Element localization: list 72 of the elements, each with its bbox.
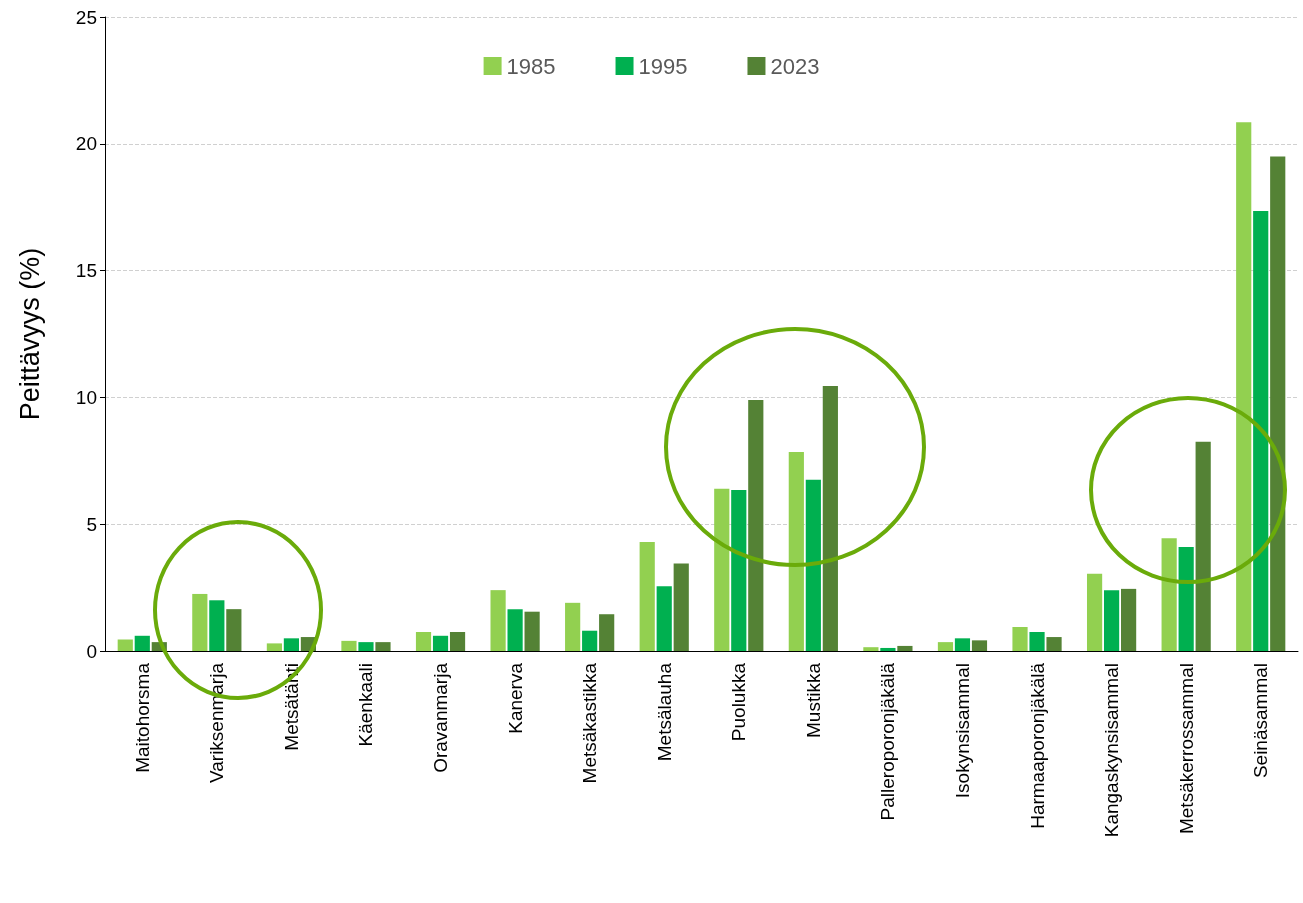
- y-axis-title: Peittävyys (%): [14, 247, 45, 421]
- bar: [1253, 211, 1269, 651]
- legend-label: 1985: [506, 53, 556, 79]
- bar: [731, 489, 747, 651]
- x-tick-label: Kanerva: [504, 662, 526, 734]
- y-tick-label: 10: [75, 386, 97, 408]
- bar: [748, 399, 764, 651]
- bar: [490, 590, 506, 651]
- bar: [863, 647, 879, 651]
- bar: [599, 614, 615, 651]
- x-tick-label: Seinäsammal: [1250, 663, 1272, 779]
- bar: [954, 638, 971, 651]
- x-tick-label: Oravanmarja: [430, 662, 452, 773]
- bar: [1012, 626, 1028, 651]
- bar: [524, 611, 540, 651]
- bar: [415, 631, 432, 651]
- bar: [805, 479, 821, 651]
- x-tick-label: Isokynsisammal: [951, 663, 973, 799]
- bar: [565, 602, 581, 651]
- x-tick-label: Palleroporonjäkälä: [877, 662, 899, 821]
- bar: [358, 642, 374, 651]
- bar: [266, 643, 282, 651]
- bar: [822, 385, 838, 651]
- bar: [1178, 547, 1194, 651]
- bar: [117, 639, 133, 651]
- bar: [1236, 122, 1252, 651]
- bar: [656, 586, 672, 651]
- bar: [283, 638, 299, 651]
- legend-label: 2023: [770, 53, 820, 79]
- bar: [1195, 441, 1211, 651]
- bar: [1270, 156, 1286, 651]
- bar: [714, 488, 730, 651]
- bar: [788, 451, 804, 651]
- y-tick-label: 20: [75, 133, 97, 155]
- x-tick-label: Maitohorsma: [131, 662, 153, 773]
- x-tick-label: Metsälauha: [653, 662, 675, 762]
- x-tick-label: Metsäkerrossammal: [1175, 663, 1197, 835]
- x-tick-label: Kangaskynsisammal: [1101, 663, 1123, 838]
- y-tick-label: 0: [86, 640, 97, 662]
- y-tick-label: 15: [75, 260, 97, 282]
- x-tick-label: Puolukka: [728, 662, 750, 742]
- bar: [341, 640, 357, 651]
- x-tick-label: Variksenmarja: [206, 662, 228, 784]
- bar: [1046, 637, 1062, 651]
- bar: [1086, 573, 1103, 651]
- bar: [1104, 590, 1120, 651]
- x-tick-label: Käenkaali: [355, 663, 377, 747]
- bar: [897, 645, 913, 651]
- bar: [507, 609, 523, 651]
- bar: [937, 642, 954, 651]
- bar: [449, 631, 466, 651]
- bar: [673, 563, 689, 651]
- x-tick-label: Metsätähti: [280, 663, 302, 751]
- y-tick-label: 25: [75, 6, 97, 28]
- y-tick-label: 5: [86, 513, 97, 535]
- bar: [1121, 588, 1137, 651]
- bar: [1161, 538, 1177, 651]
- bar: [971, 640, 988, 651]
- bar: [639, 541, 655, 651]
- bar: [375, 642, 391, 651]
- bar: [582, 630, 598, 651]
- bar: [209, 600, 225, 651]
- bar: [134, 635, 150, 651]
- x-tick-label: Harmaaporonjäkälä: [1026, 662, 1048, 829]
- bar: [432, 635, 449, 651]
- bar: [880, 647, 896, 651]
- bar: [192, 593, 208, 651]
- legend-label: 1995: [638, 53, 688, 79]
- bar: [1029, 631, 1045, 651]
- bar: [226, 609, 242, 651]
- x-tick-label: Metsäkastikka: [579, 662, 601, 784]
- x-tick-label: Mustikka: [802, 662, 824, 738]
